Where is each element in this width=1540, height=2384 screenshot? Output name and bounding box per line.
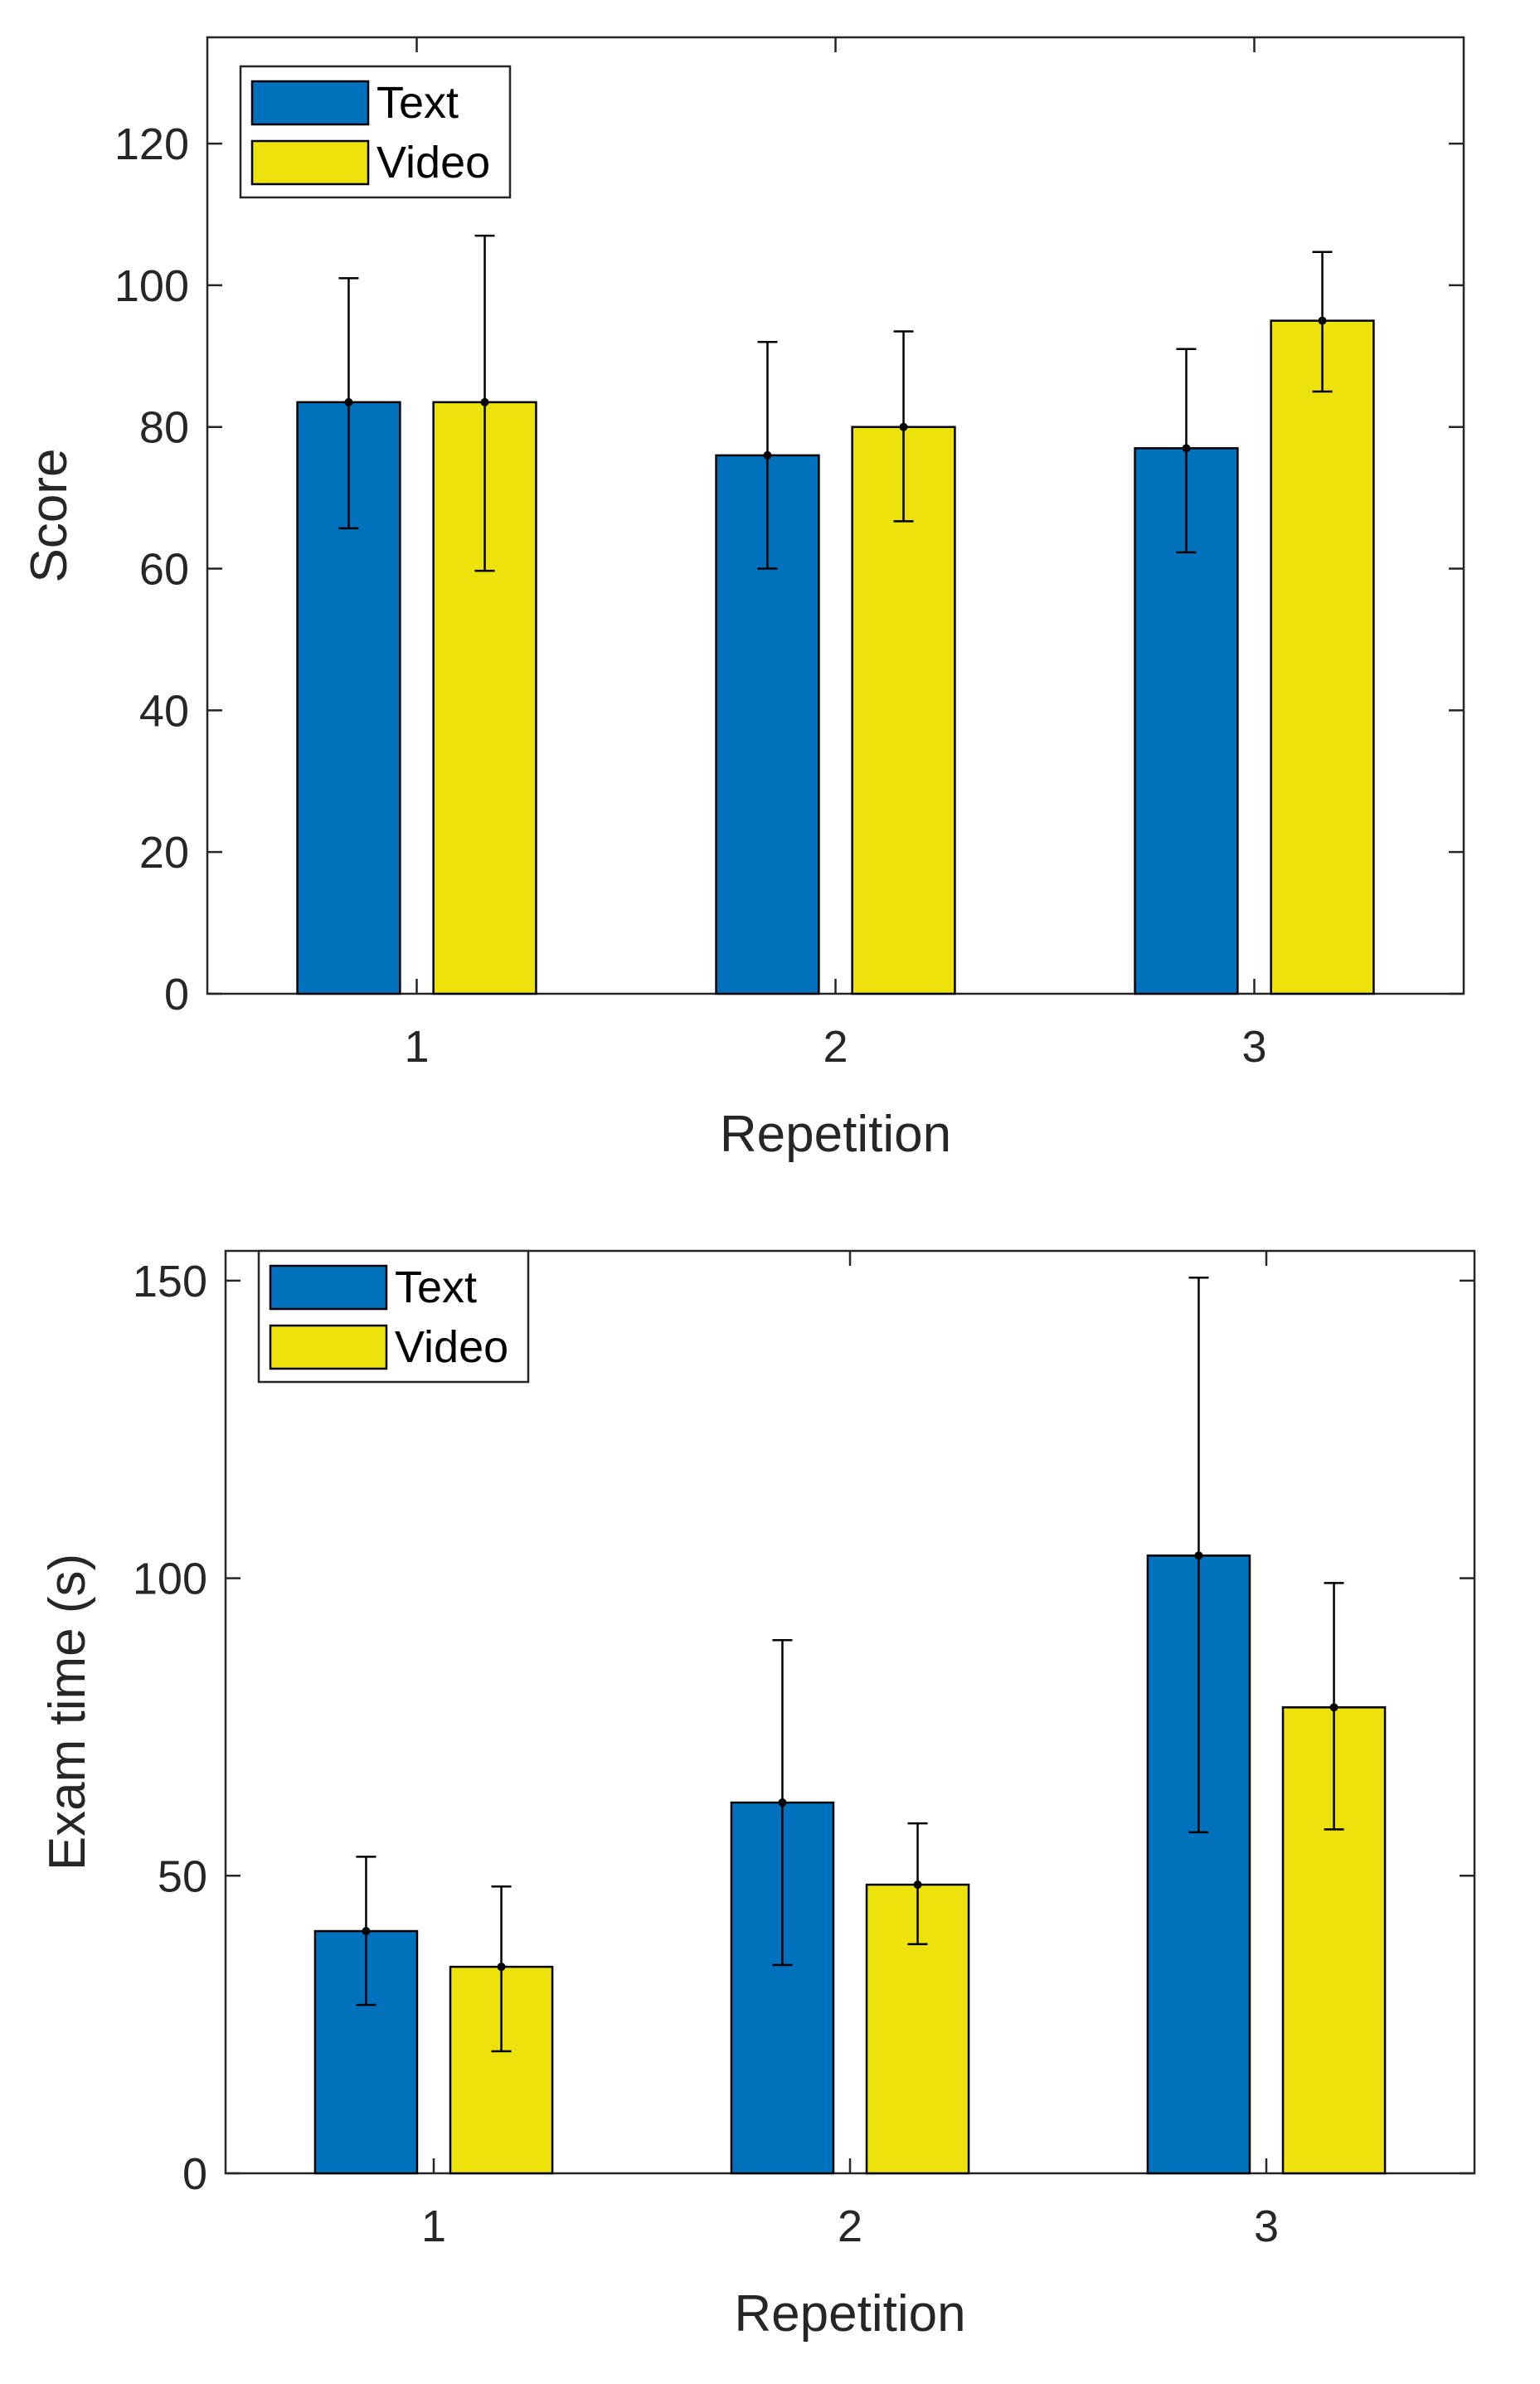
score-chart: 0 20 40 60 80 100 120 1 2 3 Repetition Score Text Vid… [21,37,1464,1163]
y-tick-label: 100 [133,1554,207,1604]
y-axis-label: Score [21,449,78,583]
mean-marker [914,1880,922,1889]
x-axis-label: Repetition [734,2285,965,2343]
legend-swatch-text [270,1266,386,1309]
x-axis-label: Repetition [720,1106,951,1163]
y-tick-label: 80 [139,403,189,453]
legend-swatch-video [252,141,368,184]
legend-swatch-video [270,1326,386,1369]
mean-marker [362,1927,370,1935]
mean-marker [1182,444,1190,452]
y-tick-label: 150 [133,1257,207,1306]
x-tick-label: 2 [823,1022,848,1072]
mean-marker [763,451,771,460]
legend-swatch-text [252,81,368,124]
mean-marker [1330,1703,1338,1711]
mean-marker [1194,1551,1202,1559]
exam-time-chart: 0 50 100 150 1 2 3 Repetition Exam time (s) Text V… [39,1251,1474,2343]
y-tick-label: 40 [139,686,189,736]
y-tick-label: 0 [164,970,189,1019]
y-tick-label: 120 [114,119,189,169]
y-tick-label: 20 [139,828,189,878]
x-tick-label: 2 [838,2202,862,2251]
mean-marker [1319,317,1327,325]
mean-marker [481,398,489,406]
y-tick-label: 0 [182,2149,207,2199]
x-tick-label: 1 [421,2202,446,2251]
mean-marker [344,398,352,406]
x-tick-label: 3 [1241,1022,1266,1072]
legend-label-text: Text [376,78,459,128]
figure: 0204060801001201 2 3RepetitionScoreTextVid… [0,0,1540,2384]
y-axis-label: Exam time (s) [39,1554,96,1871]
mean-marker [900,423,908,431]
x-tick-label: 3 [1254,2202,1279,2251]
legend-label-video: Video [376,138,490,187]
y-tick-label: 60 [139,545,189,595]
bar-video-3 [1271,321,1374,994]
mean-marker [498,1963,506,1971]
legend-label-text: Text [395,1263,477,1312]
y-tick-label: 100 [114,261,189,311]
x-tick-label: 1 [404,1022,429,1072]
legend-label-video: Video [395,1322,508,1372]
legend: Text Video [259,1251,528,1382]
legend: Text Video [240,66,510,197]
mean-marker [778,1798,786,1807]
y-tick-label: 50 [158,1851,207,1901]
